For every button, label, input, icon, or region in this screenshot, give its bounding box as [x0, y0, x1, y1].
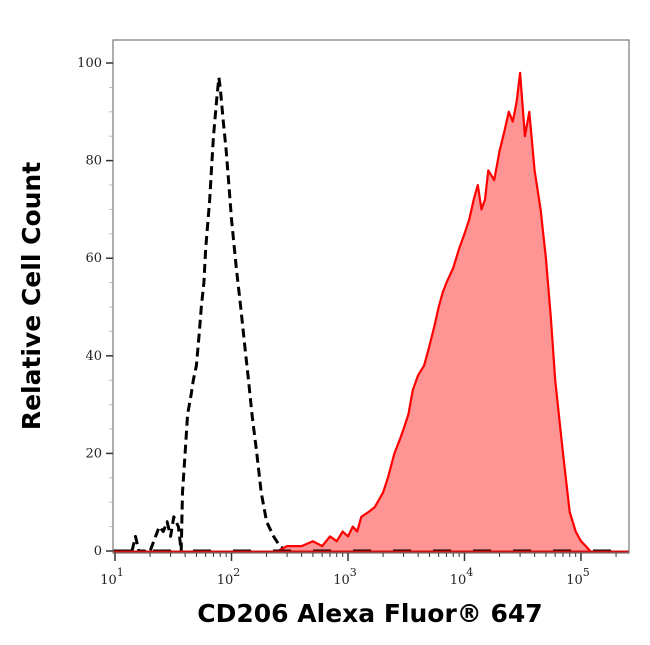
y-axis: 0 20 40 60 80 100 — [77, 56, 113, 559]
y-tick-label: 0 — [94, 544, 102, 559]
x-tick-label: 101 — [100, 566, 124, 588]
x-tick-label: 105 — [566, 566, 590, 588]
x-tick-label: 103 — [333, 566, 357, 588]
x-tick-label: 102 — [217, 566, 241, 588]
x-axis-title: CD206 Alexa Fluor® 647 — [197, 599, 542, 628]
series-fill-1 — [277, 72, 591, 552]
control-histogram-line — [130, 76, 288, 553]
y-axis-title: Relative Cell Count — [17, 162, 46, 430]
plot-frame — [112, 39, 630, 554]
y-tick-label: 20 — [85, 446, 102, 461]
x-tick-label: 104 — [450, 566, 474, 588]
y-tick-label: 100 — [77, 56, 102, 71]
y-tick-label: 80 — [85, 154, 102, 169]
plot-area — [113, 71, 629, 553]
cd206-histogram-line — [277, 71, 592, 552]
y-tick-label: 40 — [85, 349, 102, 364]
y-tick-label: 60 — [85, 251, 102, 266]
x-axis: 101 102 103 104 105 — [100, 553, 617, 588]
